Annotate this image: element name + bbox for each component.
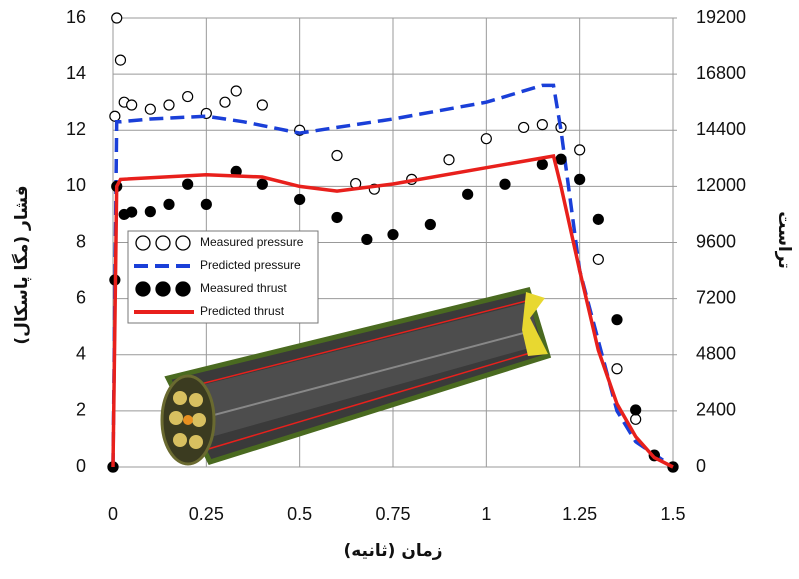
legend-marker	[176, 282, 190, 296]
data-point	[145, 104, 155, 114]
data-point	[110, 111, 120, 121]
x-tick-label: 1.25	[562, 504, 597, 524]
data-point	[332, 212, 342, 222]
x-tick-label: 1	[481, 504, 491, 524]
y2-tick-label: 2400	[696, 400, 736, 420]
data-point	[183, 179, 193, 189]
x-tick-label: 0.5	[287, 504, 312, 524]
data-point	[388, 230, 398, 240]
data-point	[537, 120, 547, 130]
legend-marker	[156, 282, 170, 296]
data-point	[257, 179, 267, 189]
data-point	[463, 189, 473, 199]
y-tick-label: 0	[76, 456, 86, 476]
data-point	[220, 97, 230, 107]
y-tick-label: 10	[66, 175, 86, 195]
data-point	[295, 194, 305, 204]
data-point	[556, 154, 566, 164]
y2-tick-label: 9600	[696, 231, 736, 251]
data-point	[127, 100, 137, 110]
legend-marker	[136, 282, 150, 296]
legend-label: Measured thrust	[200, 281, 287, 295]
data-point	[183, 92, 193, 102]
y2-tick-label: 7200	[696, 287, 736, 307]
data-point	[164, 199, 174, 209]
data-point	[444, 155, 454, 165]
y2-tick-label: 16800	[696, 63, 746, 83]
data-point	[164, 100, 174, 110]
legend-label: Predicted pressure	[200, 258, 301, 272]
data-point	[537, 159, 547, 169]
y2-axis-label: تراست	[774, 211, 794, 269]
data-point	[612, 364, 622, 374]
x-tick-label: 0	[108, 504, 118, 524]
y2-tick-label: 0	[696, 456, 706, 476]
y-tick-label: 4	[76, 344, 86, 364]
legend-label: Measured pressure	[200, 235, 304, 249]
legend-label: Predicted thrust	[200, 304, 285, 318]
data-point	[231, 86, 241, 96]
y-axis-label: فشار (مگا پاسکال)	[11, 185, 32, 344]
legend-marker	[136, 236, 150, 250]
x-tick-label: 1.5	[660, 504, 685, 524]
y-tick-label: 2	[76, 400, 86, 420]
data-point	[519, 122, 529, 132]
data-point	[201, 199, 211, 209]
x-tick-label: 0.75	[375, 504, 410, 524]
data-point	[115, 55, 125, 65]
data-point	[631, 405, 641, 415]
x-tick-label: 0.25	[189, 504, 224, 524]
data-point	[425, 219, 435, 229]
data-point	[362, 234, 372, 244]
y2-tick-label: 19200	[696, 7, 746, 27]
y-tick-label: 14	[66, 63, 86, 83]
data-point	[612, 315, 622, 325]
x-axis-label: زمان (ثانیه)	[343, 541, 442, 561]
data-point	[481, 134, 491, 144]
data-point	[145, 207, 155, 217]
legend-marker	[176, 236, 190, 250]
data-point	[127, 207, 137, 217]
data-point	[575, 174, 585, 184]
legend-marker	[156, 236, 170, 250]
chart: زمان (ثانیه) فشار (مگا پاسکال) تراست 0 0.…	[0, 0, 799, 574]
data-point	[112, 13, 122, 23]
data-point	[332, 151, 342, 161]
y2-tick-label: 4800	[696, 344, 736, 364]
y-tick-label: 8	[76, 231, 86, 251]
y-tick-label: 6	[76, 287, 86, 307]
y-tick-label: 16	[66, 7, 86, 27]
data-point	[575, 145, 585, 155]
data-point	[257, 100, 267, 110]
data-point	[593, 214, 603, 224]
data-point	[500, 179, 510, 189]
y-tick-label: 12	[66, 119, 86, 139]
y2-tick-label: 14400	[696, 119, 746, 139]
data-point	[631, 414, 641, 424]
data-point	[593, 254, 603, 264]
y2-tick-label: 12000	[696, 175, 746, 195]
